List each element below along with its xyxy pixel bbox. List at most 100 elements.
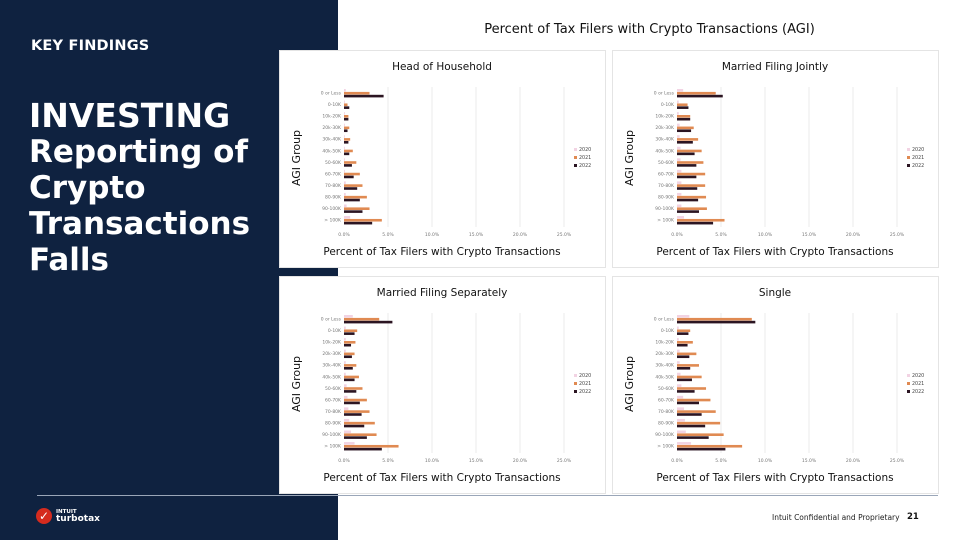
y-tick-label: 60-70K [658,171,675,177]
bar-2021 [344,115,349,118]
y-axis-label: AGI Group [290,356,303,412]
legend-label: 2021 [912,155,924,161]
bar-2021 [344,91,370,95]
y-tick-label: 20k-30K [655,125,675,131]
bar-2020 [677,89,684,92]
x-tick-label: 15.0% [469,458,484,464]
legend-swatch-2021 [907,156,910,159]
bar-2022 [344,355,352,359]
bar-2022 [677,413,702,416]
bar-2020 [677,192,682,196]
y-tick-label: 10k-20K [322,114,342,120]
bar-2021 [344,410,370,413]
bar-2021 [677,387,707,390]
bar-2020 [344,146,345,150]
legend-label: 2022 [579,163,591,169]
x-tick-label: 0.0% [338,458,350,464]
bar-2020 [677,418,685,422]
bar-2022 [344,320,393,324]
bar-2020 [344,326,346,330]
bar-2021 [344,161,357,164]
y-tick-label: 0 or Less [654,317,675,323]
chart-svg: Single 0.0% 5.0% 10.0% 15.0% 20.0% 25.0% 0 or L… [623,287,924,484]
x-tick-label: 25.0% [890,458,905,464]
bar-2022 [677,152,695,156]
bar-2021 [344,433,377,436]
y-tick-label: 80-90K [658,420,675,426]
legend-swatch-2020 [907,148,910,151]
turbotax-logo: ✓ INTUIT turbotax [36,508,100,524]
y-tick-label: 80-90K [325,194,342,200]
y-tick-label: 20k-30K [655,351,675,357]
chart-married-filing-separately: Married Filing Separately 0.0% 5.0% 10.0% 15… [279,276,606,494]
bar-2022 [344,447,382,451]
bar-2020 [344,384,347,387]
chart-title: Married Filing Separately [377,287,508,299]
bar-2022 [677,117,691,121]
bar-2020 [344,135,345,138]
bar-2022 [344,117,349,121]
bar-2022 [344,210,363,213]
y-tick-label: 0-10K [328,102,342,108]
bar-2021 [677,161,704,164]
legend-label: 2020 [579,147,591,153]
headline: INVESTING Reporting of Crypto Transactio… [29,98,251,279]
y-tick-label: 60-70K [325,397,342,403]
bar-2021 [677,91,716,95]
chart-svg: Head of Household 0.0% 5.0% 10.0% 15.0% 20.0%… [290,61,591,258]
y-tick-label: 30k-40K [655,363,675,369]
bar-2020 [677,361,680,364]
headline-line: Reporting of [29,134,248,170]
y-tick-label: 70-80K [658,409,675,415]
bar-2021 [344,341,356,344]
bar-2021 [344,103,348,107]
y-tick-label: 40k-50K [655,374,675,380]
bar-2021 [677,103,688,107]
bar-2020 [677,204,682,208]
y-tick-label: 50-60K [325,160,342,166]
legend-swatch-2022 [907,390,910,393]
legend-label: 2020 [579,373,591,379]
x-tick-label: 10.0% [425,232,440,238]
chart-single: Single 0.0% 5.0% 10.0% 15.0% 20.0% 25.0% 0 or L… [612,276,939,494]
bar-2021 [677,421,721,425]
bar-2022 [344,367,353,370]
bar-2022 [677,175,697,179]
legend-swatch-2021 [907,382,910,385]
bar-2020 [344,372,346,376]
main-chart-title: Percent of Tax Filers with Crypto Transa… [484,22,815,37]
legend-swatch-2022 [574,390,577,393]
bar-2020 [677,100,679,104]
bar-2022 [677,187,698,190]
y-tick-label: > 100K [657,218,675,224]
bar-2020 [677,169,682,173]
bar-2020 [344,407,349,410]
bar-2021 [344,218,382,222]
bar-2021 [344,364,357,367]
y-tick-label: 90-100K [655,432,675,438]
bar-2022 [677,106,689,109]
bar-2020 [677,181,682,184]
y-tick-label: 50-60K [658,386,675,392]
bar-2022 [344,187,358,190]
bar-2022 [344,94,384,98]
chart-married-filing-jointly: Married Filing Jointly 0.0% 5.0% 10.0% 15.0%… [612,50,939,268]
headline-line: Transactions [29,206,251,242]
y-tick-label: 0 or Less [321,317,342,323]
chart-title: Single [759,287,791,299]
legend-label: 2021 [579,155,591,161]
y-tick-label: 70-80K [658,183,675,189]
y-tick-label: 40k-50K [322,148,342,154]
headline-line: Falls [29,242,109,278]
y-tick-label: 10k-20K [655,340,675,346]
legend-label: 2022 [912,389,924,395]
bar-2020 [677,372,681,376]
bar-2020 [677,135,680,138]
bar-2020 [344,192,346,196]
chart-svg: Married Filing Jointly 0.0% 5.0% 10.0% 15.0%… [623,61,924,258]
legend-swatch-2021 [574,156,577,159]
y-tick-label: 90-100K [322,432,342,438]
bar-2021 [677,172,706,176]
bar-2021 [677,329,691,333]
bar-2022 [344,436,367,439]
